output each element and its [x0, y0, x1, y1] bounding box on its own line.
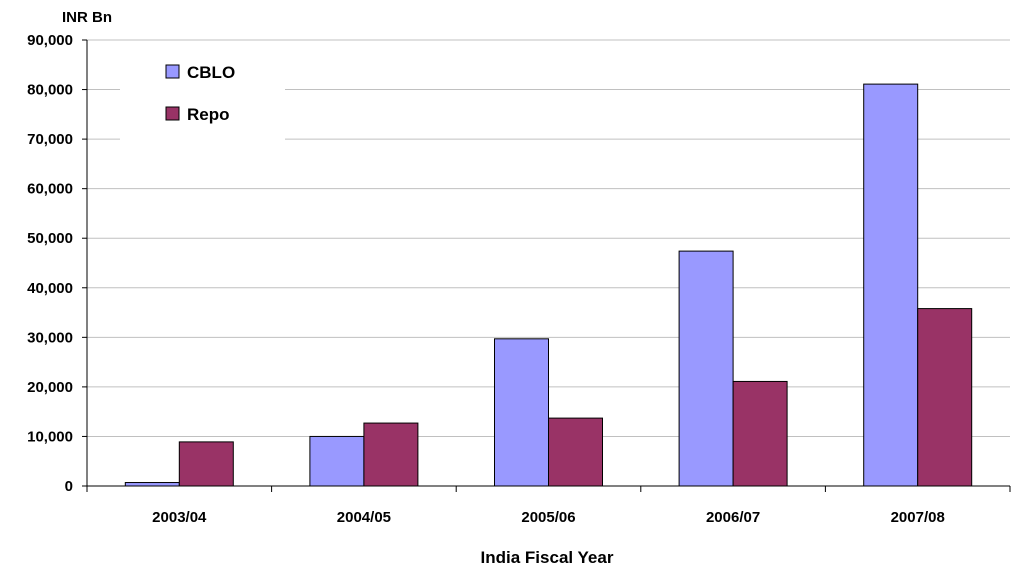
bars: [124, 83, 973, 487]
x-tick-label: 2007/08: [891, 509, 945, 526]
y-tick-label: 70,000: [27, 131, 73, 148]
bar-cblo-2003-04: [124, 482, 180, 487]
x-tick-label: 2006/07: [706, 509, 760, 526]
y-tick-label: 20,000: [27, 379, 73, 396]
bar-repo-2005-06: [548, 417, 603, 487]
y-tick-label: 30,000: [27, 329, 73, 346]
y-tick-label: 0: [65, 478, 73, 495]
bar-cblo-2006-07: [678, 250, 734, 487]
axes: [82, 39, 1011, 492]
y-axis-label: INR Bn: [62, 9, 112, 26]
x-tick-labels: 2003/04 2004/05 2005/06 2006/07 2007/08: [152, 509, 945, 526]
bar-repo-2003-04: [178, 441, 234, 487]
x-tick-label: 2003/04: [152, 509, 207, 526]
bar-repo-2004-05: [363, 422, 419, 487]
y-tick-label: 80,000: [27, 82, 73, 99]
bar-cblo-2005-06: [494, 338, 549, 487]
legend: CBLO Repo: [120, 52, 285, 140]
legend-swatch-repo: [165, 106, 180, 121]
y-tick-label: 10,000: [27, 428, 73, 445]
legend-swatch-cblo: [165, 64, 180, 79]
y-tick-label: 60,000: [27, 181, 73, 198]
bar-repo-2007-08: [917, 308, 973, 487]
y-tick-label: 50,000: [27, 230, 73, 247]
legend-label-cblo: CBLO: [187, 63, 235, 82]
y-tick-labels: 0 10,000 20,000 30,000 40,000 50,000 60,000 70,…: [27, 32, 73, 495]
legend-label-repo: Repo: [187, 105, 230, 124]
x-tick-label: 2004/05: [337, 509, 391, 526]
x-tick-label: 2005/06: [521, 509, 575, 526]
legend-background: [120, 52, 285, 140]
y-tick-label: 40,000: [27, 280, 73, 297]
y-tick-label: 90,000: [27, 32, 73, 49]
bar-cblo-2007-08: [863, 83, 919, 487]
x-axis-label: India Fiscal Year: [481, 548, 614, 567]
bar-cblo-2004-05: [309, 435, 365, 487]
bar-repo-2006-07: [732, 380, 788, 487]
